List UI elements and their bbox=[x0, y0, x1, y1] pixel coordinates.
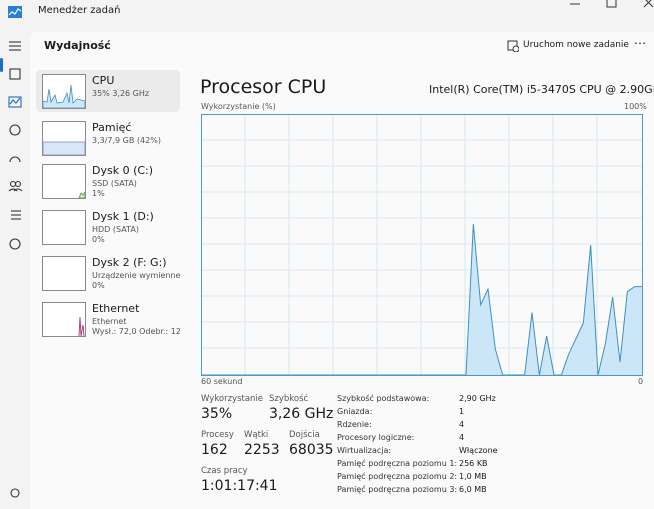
mini-graph-line bbox=[78, 316, 85, 337]
spec-label: Gniazda: bbox=[337, 407, 373, 416]
mini-graph-line bbox=[43, 257, 85, 290]
graph-y-label: Wykorzystanie (%) bbox=[201, 102, 276, 111]
device-detail: 3,3/7,9 GB (42%) bbox=[92, 136, 161, 145]
spec-label: Pamięć podręczna poziomu 2: bbox=[337, 472, 458, 481]
device-detail: Urządzenie wymienne (U bbox=[92, 271, 180, 280]
usage-area bbox=[202, 224, 642, 375]
device-detail: Wysł.: 72,0 Odebr.: 120 I bbox=[92, 327, 180, 336]
processor-name: Intel(R) Core(TM) i5-3470S CPU @ 2.90GHz bbox=[429, 83, 654, 96]
device-name: Pamięć bbox=[92, 121, 132, 134]
spec-value: 1 bbox=[459, 407, 465, 416]
device-mini-graph bbox=[42, 210, 86, 245]
mini-graph-line bbox=[42, 84, 86, 109]
device-name: CPU bbox=[92, 74, 115, 87]
panel-title: Procesor CPU bbox=[200, 76, 327, 98]
stat-label: Procesy bbox=[201, 430, 234, 440]
cpu-graph bbox=[201, 114, 643, 376]
spec-value: Włączone bbox=[459, 446, 498, 455]
device-item[interactable]: Dysk 2 (F: G:) Urządzenie wymienne (U0% bbox=[36, 252, 180, 294]
nav-indicator bbox=[0, 58, 3, 72]
window-controls[interactable] bbox=[560, 0, 654, 14]
graph-x-right: 0 bbox=[638, 377, 644, 386]
spec-label: Wirtualizacja: bbox=[337, 446, 392, 455]
device-detail: 0% bbox=[92, 235, 105, 244]
window-title: Menedżer zadań bbox=[38, 5, 121, 16]
graph-x-left: 60 sekund bbox=[201, 377, 243, 386]
device-detail: Ethernet bbox=[92, 317, 127, 326]
device-name: Dysk 1 (D:) bbox=[92, 210, 154, 223]
spec-value: 256 KB bbox=[459, 459, 488, 468]
device-item[interactable]: Pamięć 3,3/7,9 GB (42%) bbox=[36, 117, 180, 159]
mini-graph-line bbox=[78, 190, 86, 199]
device-mini-graph bbox=[42, 74, 86, 109]
spec-value: 1,0 MB bbox=[459, 472, 487, 481]
device-item[interactable]: CPU 35% 3,26 GHz bbox=[36, 70, 180, 112]
page-title: Wydajność bbox=[44, 39, 111, 52]
device-detail: 1% bbox=[92, 189, 105, 198]
graph-y-max: 100% bbox=[624, 102, 647, 111]
run-task-icon bbox=[507, 40, 519, 52]
stat-value: 162 bbox=[201, 442, 228, 458]
device-detail: SSD (SATA) bbox=[92, 179, 137, 188]
stat-label: Wykorzystanie bbox=[201, 394, 264, 404]
stat-value: 68035 bbox=[289, 442, 334, 458]
stat-label: Czas pracy bbox=[201, 466, 248, 476]
more-menu[interactable]: ⋯ bbox=[634, 36, 646, 50]
spec-label: Szybkość podstawowa: bbox=[337, 394, 430, 403]
spec-label: Rdzenie: bbox=[337, 420, 372, 429]
device-mini-graph bbox=[42, 164, 86, 199]
mini-graph-line bbox=[43, 211, 85, 244]
device-name: Dysk 2 (F: G:) bbox=[92, 256, 167, 269]
spec-label: Procesory logiczne: bbox=[337, 433, 415, 442]
device-mini-graph bbox=[42, 302, 86, 337]
spec-label: Pamięć podręczna poziomu 1: bbox=[337, 459, 458, 468]
device-name: Dysk 0 (C:) bbox=[92, 164, 154, 177]
stat-label: Dojścia bbox=[289, 430, 320, 440]
mini-graph-line bbox=[42, 141, 86, 156]
device-mini-graph bbox=[42, 256, 86, 291]
stat-value: 3,26 GHz bbox=[269, 406, 334, 422]
device-detail: HDD (SATA) bbox=[92, 225, 139, 234]
spec-value: 2,90 GHz bbox=[459, 394, 496, 403]
stat-label: Szybkość bbox=[269, 394, 309, 404]
spec-label: Pamięć podręczna poziomu 3: bbox=[337, 485, 458, 494]
app-icon bbox=[8, 6, 22, 18]
graph-border bbox=[201, 114, 643, 376]
device-item[interactable]: Dysk 0 (C:) SSD (SATA) 1% bbox=[36, 160, 180, 202]
device-detail: 0% bbox=[92, 281, 105, 290]
run-task-button[interactable]: Uruchom nowe zadanie bbox=[523, 40, 629, 50]
device-detail: 35% 3,26 GHz bbox=[92, 89, 150, 98]
device-name: Ethernet bbox=[92, 302, 140, 315]
spec-value: 4 bbox=[459, 420, 465, 429]
spec-value: 4 bbox=[459, 433, 465, 442]
device-mini-graph bbox=[42, 121, 86, 156]
stat-label: Wątki bbox=[244, 430, 269, 440]
stat-value: 35% bbox=[201, 406, 233, 422]
device-item[interactable]: Dysk 1 (D:) HDD (SATA) 0% bbox=[36, 206, 180, 248]
nav-rail[interactable] bbox=[6, 38, 24, 508]
stat-value: 1:01:17:41 bbox=[201, 478, 278, 494]
spec-value: 6,0 MB bbox=[459, 485, 487, 494]
stat-value: 2253 bbox=[244, 442, 280, 458]
